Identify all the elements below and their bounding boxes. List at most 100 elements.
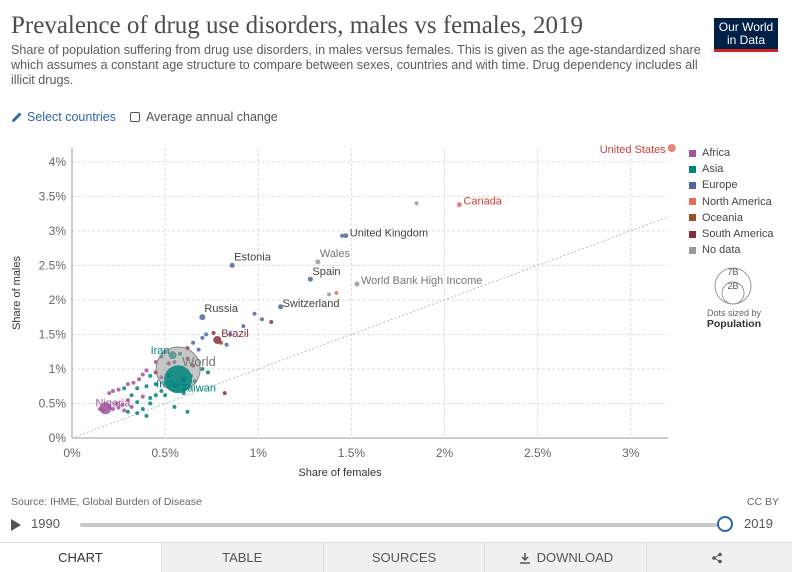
timeline-end-year[interactable]: 2019 bbox=[744, 516, 773, 531]
data-point[interactable] bbox=[110, 407, 115, 411]
data-point[interactable] bbox=[205, 370, 210, 375]
point-label[interactable]: Iran bbox=[151, 345, 170, 357]
data-point[interactable] bbox=[259, 317, 264, 322]
data-point[interactable] bbox=[125, 382, 130, 387]
owid-logo[interactable]: Our World in Data bbox=[714, 18, 778, 52]
data-point[interactable] bbox=[140, 372, 145, 377]
data-point-estonia[interactable] bbox=[229, 262, 235, 268]
data-point[interactable] bbox=[163, 393, 168, 398]
data-point[interactable] bbox=[144, 413, 149, 418]
data-point[interactable] bbox=[153, 393, 158, 398]
legend-item-north-america[interactable]: North America bbox=[689, 194, 774, 210]
data-point[interactable] bbox=[116, 387, 121, 392]
legend-item-south-america[interactable]: South America bbox=[689, 226, 774, 242]
point-label[interactable]: Wales bbox=[320, 248, 351, 260]
data-point[interactable] bbox=[172, 404, 177, 409]
data-point[interactable] bbox=[129, 393, 134, 398]
play-icon[interactable] bbox=[11, 519, 21, 531]
point-label[interactable]: United States bbox=[600, 144, 667, 156]
data-point[interactable] bbox=[211, 331, 216, 336]
legend-item-oceania[interactable]: Oceania bbox=[689, 210, 774, 226]
data-point-brazil[interactable] bbox=[213, 335, 222, 344]
data-point[interactable] bbox=[125, 398, 130, 403]
point-label[interactable]: World Bank High Income bbox=[361, 275, 482, 287]
data-point[interactable] bbox=[222, 391, 227, 396]
data-point[interactable] bbox=[185, 409, 190, 414]
data-point[interactable] bbox=[148, 401, 153, 406]
data-point[interactable] bbox=[340, 233, 345, 238]
data-point[interactable] bbox=[148, 373, 153, 378]
data-point[interactable] bbox=[252, 311, 257, 316]
data-point[interactable] bbox=[114, 401, 119, 406]
data-point[interactable] bbox=[224, 342, 229, 347]
license-text[interactable]: CC BY bbox=[746, 496, 779, 508]
data-point[interactable] bbox=[120, 402, 125, 407]
point-label[interactable]: Estonia bbox=[234, 251, 272, 263]
timeline-start-year[interactable]: 1990 bbox=[31, 516, 60, 531]
data-point-wales[interactable] bbox=[315, 259, 321, 265]
data-point[interactable] bbox=[228, 332, 233, 337]
share-button[interactable] bbox=[647, 543, 792, 572]
data-point[interactable] bbox=[334, 291, 339, 295]
data-point[interactable] bbox=[327, 292, 332, 297]
legend-item-asia[interactable]: Asia bbox=[689, 161, 774, 177]
point-label[interactable]: Switzerland bbox=[283, 298, 340, 310]
data-point-russia[interactable] bbox=[199, 314, 206, 321]
point-label[interactable]: Russia bbox=[204, 303, 239, 315]
data-point[interactable] bbox=[129, 404, 134, 409]
tab-table[interactable]: TABLE bbox=[161, 543, 324, 572]
data-point[interactable] bbox=[241, 324, 246, 329]
legend-item-no-data[interactable]: No data bbox=[689, 242, 774, 258]
data-point[interactable] bbox=[159, 389, 164, 394]
point-label[interactable]: Brazil bbox=[221, 328, 249, 340]
tab-chart[interactable]: CHART bbox=[0, 543, 162, 572]
data-point[interactable] bbox=[153, 382, 158, 387]
data-point[interactable] bbox=[107, 391, 112, 396]
data-point-spain[interactable] bbox=[307, 276, 313, 282]
data-point-switzerland[interactable] bbox=[278, 304, 284, 310]
data-point[interactable] bbox=[148, 395, 153, 400]
data-point[interactable] bbox=[200, 366, 205, 371]
data-point[interactable] bbox=[110, 389, 115, 394]
data-point-world-bank-high-income[interactable] bbox=[354, 281, 360, 287]
data-point[interactable] bbox=[140, 407, 145, 411]
data-point[interactable] bbox=[135, 386, 140, 391]
data-point-nigeria[interactable] bbox=[99, 402, 112, 415]
source-text[interactable]: Source: IHME, Global Burden of Disease bbox=[11, 496, 202, 508]
data-point[interactable] bbox=[122, 386, 127, 391]
point-label[interactable]: Canada bbox=[463, 196, 502, 208]
data-point[interactable] bbox=[135, 400, 140, 405]
tab-sources[interactable]: SOURCES bbox=[323, 543, 486, 572]
data-point[interactable] bbox=[200, 335, 205, 340]
point-label[interactable]: India bbox=[156, 378, 181, 390]
data-point[interactable] bbox=[144, 368, 149, 373]
data-point[interactable] bbox=[191, 340, 196, 345]
data-point[interactable] bbox=[125, 409, 130, 414]
legend-item-africa[interactable]: Africa bbox=[689, 145, 774, 161]
data-point[interactable] bbox=[140, 394, 145, 399]
data-point[interactable] bbox=[137, 377, 142, 382]
data-point[interactable] bbox=[116, 405, 121, 410]
data-point-india[interactable] bbox=[164, 365, 193, 394]
size-variable[interactable]: Population bbox=[706, 318, 762, 330]
point-label[interactable]: Taiwan bbox=[182, 382, 216, 394]
point-label[interactable]: Nigeria bbox=[96, 397, 132, 409]
data-point[interactable] bbox=[144, 384, 149, 389]
point-label[interactable]: World bbox=[182, 354, 216, 369]
data-point-united-states[interactable] bbox=[667, 144, 676, 152]
data-point-canada[interactable] bbox=[456, 202, 462, 208]
data-point-united-kingdom[interactable] bbox=[343, 233, 349, 239]
timeline-handle[interactable] bbox=[717, 516, 733, 532]
data-point[interactable] bbox=[131, 380, 136, 385]
timeline-track[interactable] bbox=[80, 523, 726, 527]
average-change-toggle[interactable]: Average annual change bbox=[129, 110, 278, 124]
data-point[interactable] bbox=[135, 411, 140, 416]
legend-item-europe[interactable]: Europe bbox=[689, 177, 774, 193]
point-label[interactable]: United Kingdom bbox=[350, 228, 428, 240]
tab-download[interactable]: DOWNLOAD bbox=[485, 543, 648, 572]
data-point[interactable] bbox=[196, 347, 201, 352]
scatter-chart[interactable]: 0% 0.5% 1% 1.5% 2% 2.5% 3% 3.5% 4% 0% 0.5% 1% 1.5% 2%… bbox=[0, 130, 690, 490]
data-point[interactable] bbox=[122, 408, 127, 413]
data-point[interactable] bbox=[269, 320, 274, 324]
data-point[interactable] bbox=[414, 201, 419, 206]
